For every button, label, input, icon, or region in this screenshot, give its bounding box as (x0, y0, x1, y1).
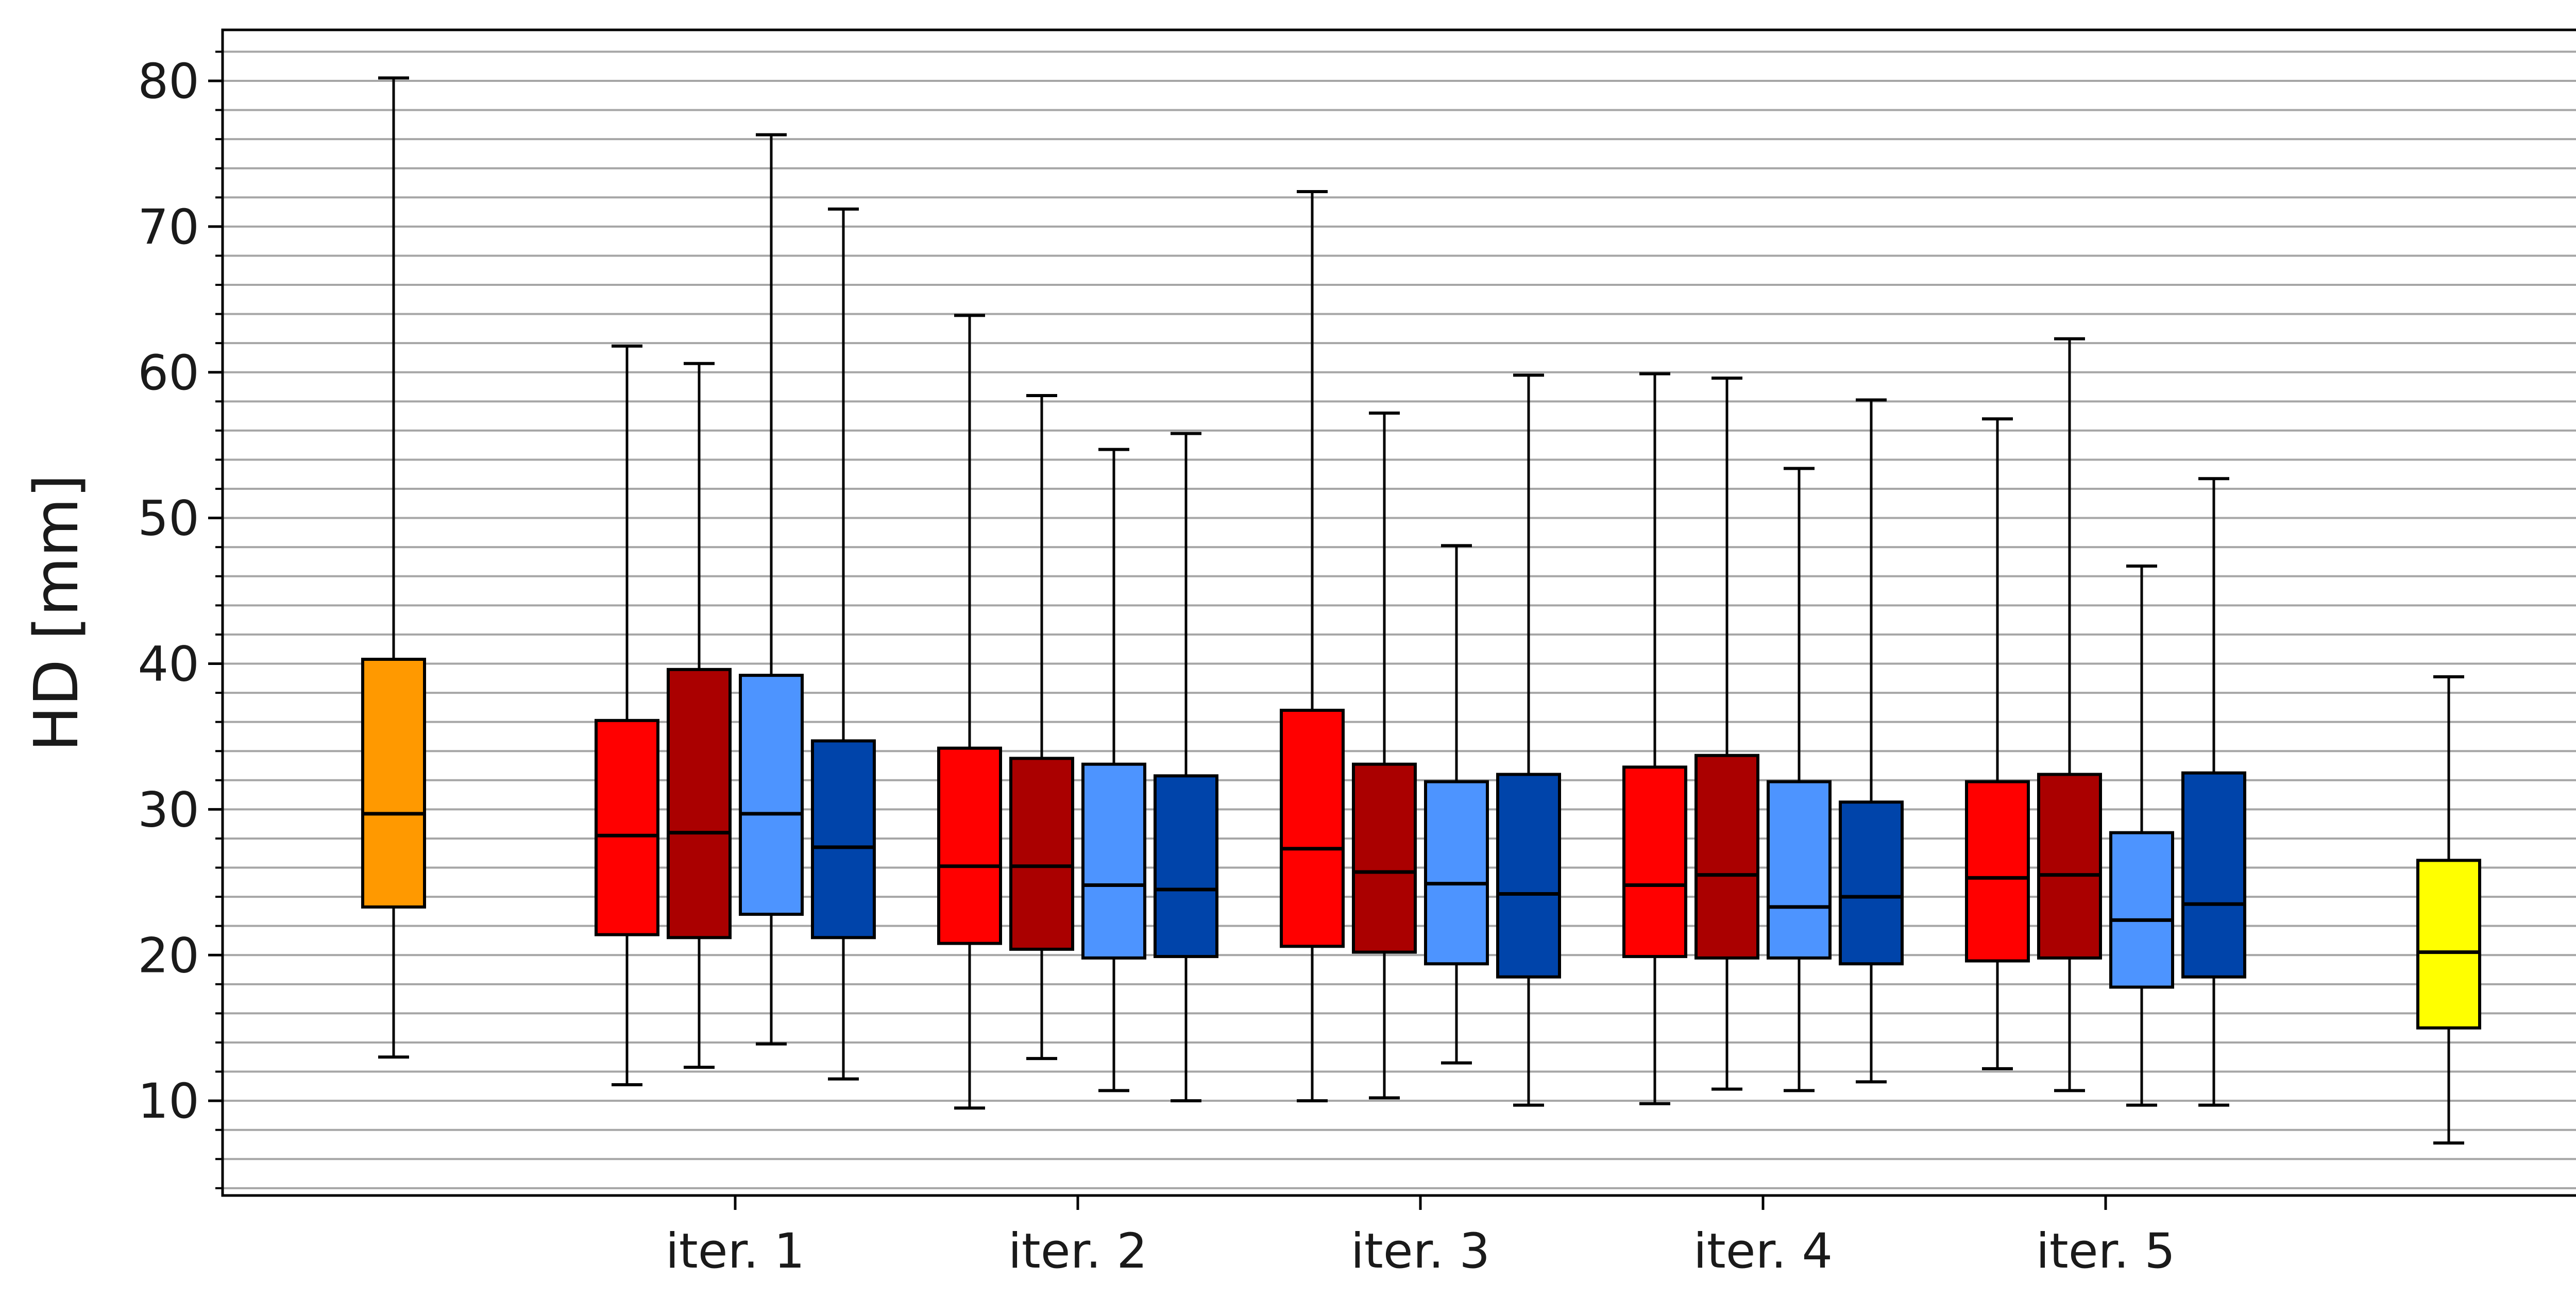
iqr-box (361, 658, 426, 909)
y-tick-label: 40 (138, 637, 199, 693)
group-box (1424, 544, 1489, 1065)
iqr-box (1965, 780, 2030, 963)
iqr-box (2181, 771, 2246, 979)
group-box (1280, 190, 1345, 1103)
y-tick-label: 30 (138, 782, 199, 838)
y-tick-label: 70 (138, 199, 199, 255)
group-box (1694, 377, 1759, 1091)
iqr-box (811, 739, 876, 939)
iqr-box (739, 674, 804, 916)
group-box (1009, 394, 1074, 1061)
iqr-box (1352, 762, 1417, 954)
group-box (1496, 373, 1561, 1107)
group-box (1622, 372, 1687, 1105)
group-box (937, 314, 1002, 1110)
group-box (1081, 448, 1146, 1092)
iqr-box (1496, 773, 1561, 979)
group-box (1839, 398, 1904, 1084)
iqr-box (1767, 780, 1832, 960)
x-tick-label: iter. 4 (1693, 1223, 1833, 1279)
group-box (1352, 411, 1417, 1100)
y-tick-label: 20 (138, 928, 199, 984)
y-tick-label: 50 (138, 491, 199, 547)
group-box (2109, 564, 2174, 1107)
iqr-box (1424, 780, 1489, 966)
group-box (739, 133, 804, 1046)
y-axis-label: HD [mm] (21, 474, 92, 751)
iqr-box (1081, 762, 1146, 960)
x-tick-label: iter. 5 (2036, 1223, 2175, 1279)
y-tick-label: 10 (138, 1073, 199, 1130)
reference-box (2416, 675, 2481, 1145)
group-box (667, 362, 732, 1069)
group-box (1154, 432, 1218, 1103)
iqr-box (1839, 800, 1904, 966)
y-tick-label: 60 (138, 345, 199, 401)
iqr-box (1694, 754, 1759, 960)
group-box (1767, 467, 1832, 1092)
iqr-box (1280, 709, 1345, 948)
group-box (595, 344, 659, 1087)
x-tick-label: iter. 2 (1008, 1223, 1147, 1279)
group-box (811, 207, 876, 1081)
box-series (361, 76, 2481, 1145)
iqr-box (1622, 765, 1687, 959)
iqr-box (667, 668, 732, 939)
iqr-box (1009, 757, 1074, 951)
group-box (2181, 477, 2246, 1107)
axes: 10 20 30 40 50 60 70 80 iter. 1 iter. 2 iter. 3 ite… (138, 50, 2175, 1279)
x-tick-label: iter. 1 (666, 1223, 805, 1279)
group-box (1965, 417, 2030, 1070)
iqr-box (937, 746, 1002, 945)
iqr-box (2037, 773, 2102, 960)
group-box (2037, 337, 2102, 1092)
y-tick-label: 80 (138, 54, 199, 110)
reference-box (361, 76, 426, 1059)
iqr-box (595, 719, 659, 936)
iqr-box (2109, 831, 2174, 989)
iqr-box (2416, 859, 2481, 1030)
iqr-box (1154, 774, 1218, 959)
x-tick-label: iter. 3 (1351, 1223, 1490, 1279)
